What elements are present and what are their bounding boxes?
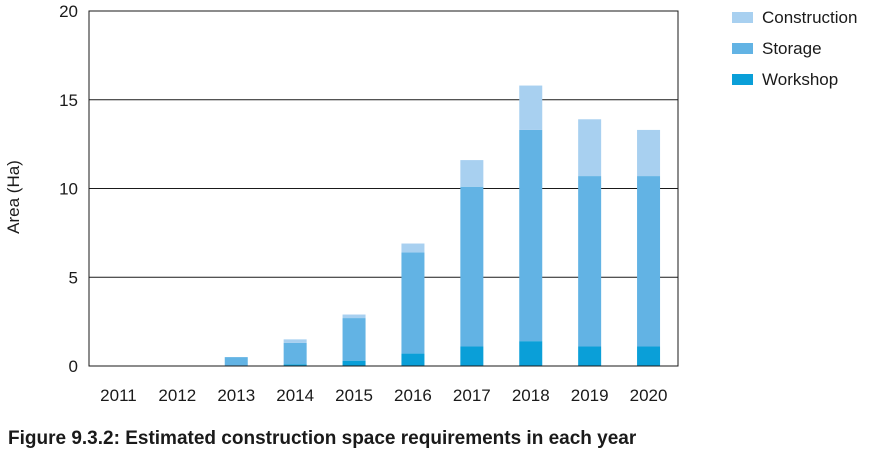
x-tick-labels: 2011 2012 2013 2014 2015 2016 2017 2018 2019 2020 bbox=[100, 386, 667, 405]
plot-frame bbox=[88, 10, 679, 367]
legend-label-workshop: Workshop bbox=[762, 70, 838, 89]
x-tick-label: 2013 bbox=[217, 386, 255, 405]
bar-construction-2014 bbox=[283, 339, 307, 343]
bar-construction-2016 bbox=[401, 243, 425, 253]
y-tick-label: 15 bbox=[59, 91, 78, 110]
x-tick-label: 2014 bbox=[276, 386, 314, 405]
legend-swatch-storage bbox=[732, 43, 753, 54]
y-axis-title: Area (Ha) bbox=[4, 160, 23, 234]
y-tick-label: 0 bbox=[69, 357, 78, 376]
bar-workshop-2017 bbox=[460, 346, 484, 366]
bar-storage-2016 bbox=[401, 252, 425, 354]
x-tick-label: 2019 bbox=[571, 386, 609, 405]
bar-workshop-2018 bbox=[519, 341, 543, 366]
legend-label-storage: Storage bbox=[762, 39, 822, 58]
bar-construction-2017 bbox=[460, 160, 484, 187]
bar-workshop-2020 bbox=[637, 346, 661, 366]
bar-construction-2015 bbox=[342, 314, 366, 319]
bar-workshop-2019 bbox=[578, 346, 602, 366]
bar-construction-2019 bbox=[578, 119, 602, 177]
bar-storage-2014 bbox=[283, 342, 307, 365]
y-tick-label: 20 bbox=[59, 2, 78, 21]
bar-storage-2019 bbox=[578, 176, 602, 347]
x-tick-label: 2012 bbox=[158, 386, 196, 405]
axes bbox=[88, 10, 679, 367]
x-tick-label: 2017 bbox=[453, 386, 491, 405]
bar-workshop-2016 bbox=[401, 353, 425, 366]
figure-caption: Figure 9.3.2: Estimated construction spa… bbox=[8, 428, 637, 449]
bar-workshop-2015 bbox=[342, 360, 366, 366]
bar-workshop-2014 bbox=[283, 364, 307, 366]
y-tick-label: 10 bbox=[59, 180, 78, 199]
bars bbox=[224, 85, 661, 366]
legend-swatch-construction bbox=[732, 12, 753, 23]
legend: Construction Storage Workshop bbox=[732, 8, 857, 89]
x-tick-label: 2011 bbox=[100, 386, 137, 405]
x-tick-label: 2015 bbox=[335, 386, 373, 405]
bar-storage-2013 bbox=[224, 357, 248, 366]
bar-construction-2020 bbox=[637, 129, 661, 177]
bar-storage-2020 bbox=[637, 176, 661, 347]
legend-swatch-workshop bbox=[732, 74, 753, 85]
bar-storage-2015 bbox=[342, 318, 366, 361]
x-tick-label: 2018 bbox=[512, 386, 550, 405]
y-tick-label: 5 bbox=[69, 268, 78, 287]
bar-construction-2018 bbox=[519, 85, 543, 130]
bar-storage-2018 bbox=[519, 129, 543, 342]
y-tick-labels: 0 5 10 15 20 bbox=[59, 2, 78, 376]
x-tick-label: 2020 bbox=[630, 386, 668, 405]
x-tick-label: 2016 bbox=[394, 386, 432, 405]
legend-label-construction: Construction bbox=[762, 8, 857, 27]
bar-storage-2017 bbox=[460, 186, 484, 347]
